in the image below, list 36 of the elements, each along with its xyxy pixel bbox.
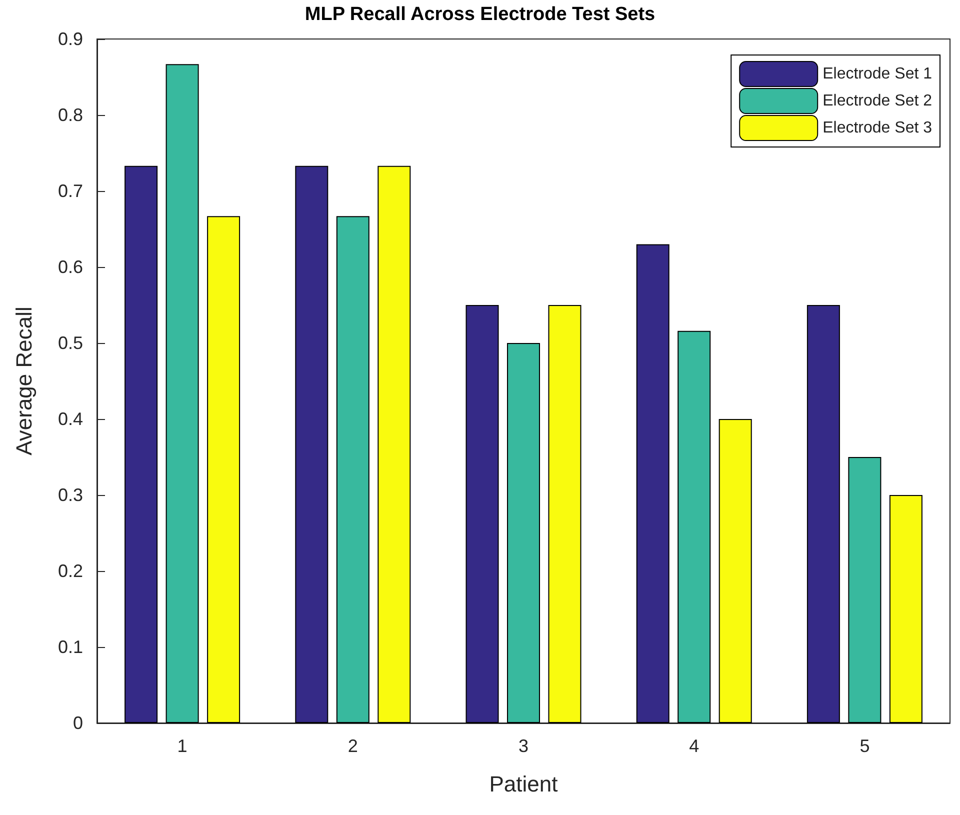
bar	[336, 216, 370, 723]
y-tick-label: 0.2	[58, 561, 83, 581]
bar	[548, 305, 582, 723]
x-tick-label: 5	[860, 736, 870, 756]
legend-label: Electrode Set 3	[822, 120, 932, 136]
bar	[848, 457, 882, 723]
y-tick-label: 0.1	[58, 637, 83, 657]
bar	[166, 64, 199, 723]
x-tick-label: 3	[518, 736, 529, 756]
x-tick-label: 4	[689, 736, 700, 756]
y-tick-label: 0.3	[58, 485, 83, 505]
x-tick-label: 1	[177, 736, 188, 756]
bar	[889, 495, 922, 723]
legend-label: Electrode Set 2	[822, 92, 932, 110]
y-tick-label: 0.7	[58, 181, 83, 201]
bar	[718, 419, 752, 723]
y-tick-label: 0.8	[58, 105, 83, 125]
bar	[507, 343, 540, 723]
bar	[678, 330, 711, 723]
chart-title: MLP Recall Across Electrode Test Sets	[304, 4, 656, 25]
y-tick-label: 0	[72, 713, 83, 733]
y-tick-label: 0.4	[58, 409, 83, 429]
y-tick-label: 0.5	[58, 333, 83, 353]
bar	[207, 216, 240, 723]
y-tick-label: 0.9	[58, 29, 83, 49]
bar	[636, 244, 670, 723]
y-axis-title: Average Recall	[12, 306, 36, 456]
x-tick-label: 2	[348, 736, 358, 756]
bar	[378, 166, 411, 723]
bar	[124, 166, 158, 723]
x-axis-title: Patient	[489, 772, 558, 796]
bar	[295, 166, 328, 723]
y-tick-label: 0.6	[58, 257, 83, 277]
bar	[466, 305, 499, 723]
bar	[806, 305, 840, 723]
legend-label: Electrode Set 1	[822, 66, 932, 82]
